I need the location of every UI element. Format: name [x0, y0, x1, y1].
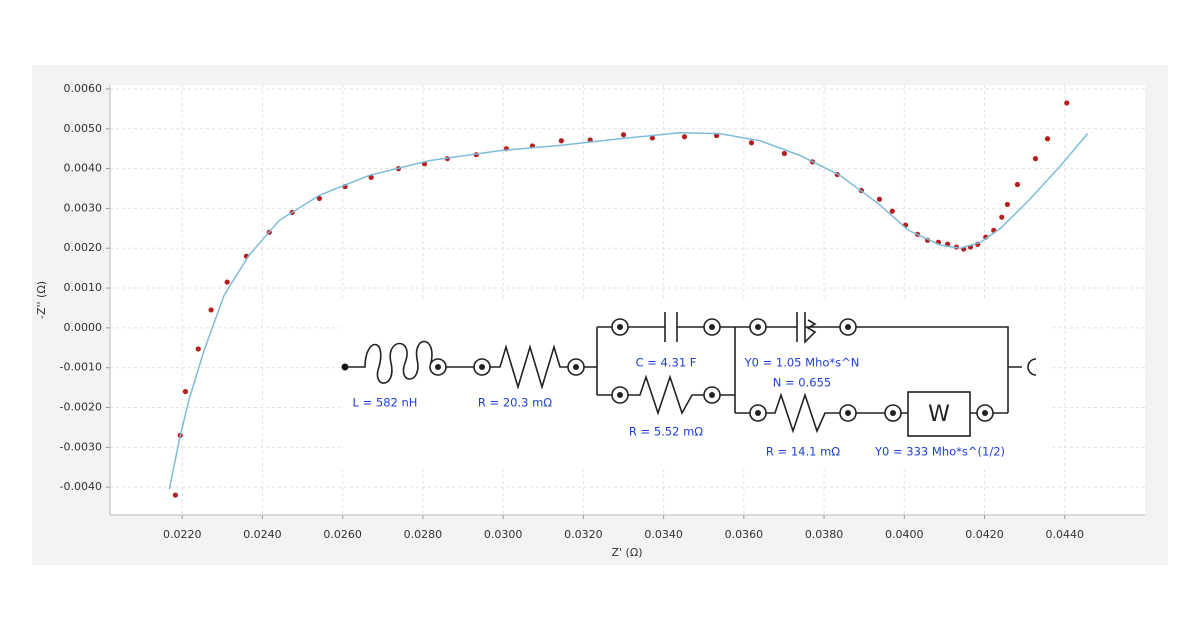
y-tick-label: 0.0060 [64, 82, 103, 95]
data-point [620, 132, 627, 138]
node-dot [890, 410, 896, 416]
data-point [1044, 136, 1051, 142]
data-point [1014, 181, 1021, 188]
node-dot [479, 364, 485, 370]
data-point [172, 492, 178, 498]
x-tick-label: 0.0380 [805, 528, 844, 541]
circuit-label: C = 4.31 F [636, 356, 697, 370]
node-dot [617, 324, 623, 330]
circuit-wires [584, 312, 1037, 434]
x-tick-label: 0.0320 [564, 528, 603, 541]
x-tick-label: 0.0420 [965, 528, 1004, 541]
node-dot [573, 364, 579, 370]
x-tick-label: 0.0400 [885, 528, 924, 541]
x-tick-label: 0.0440 [1046, 528, 1085, 541]
data-point [999, 214, 1005, 220]
data-point [1004, 201, 1011, 208]
warburg-box [907, 391, 971, 437]
node-dot [435, 364, 441, 370]
data-point [781, 150, 787, 157]
data-point [1032, 156, 1039, 162]
y-tick-label: -0.0040 [60, 480, 102, 493]
y-tick-label: -0.0020 [60, 401, 102, 414]
data-point [1064, 100, 1070, 106]
y-tick-label: 0.0050 [64, 122, 103, 135]
y-tick-label: 0.0020 [64, 241, 103, 254]
data-point [681, 134, 688, 140]
circuit-diagram: W L = 582 nH R = 20.3 mΩ C = 4.31 F R = … [340, 300, 1050, 470]
node-dot [755, 410, 761, 416]
data-point [182, 388, 189, 395]
warburg-symbol: W [928, 402, 950, 427]
nodes [429, 318, 994, 422]
circuit-label: R = 5.52 mΩ [629, 425, 703, 439]
data-point [208, 307, 214, 313]
y-tick-label: -0.0030 [60, 440, 102, 453]
x-tick-label: 0.0360 [725, 528, 764, 541]
y-tick-label: -0.0010 [60, 361, 102, 374]
fit-line [168, 132, 1089, 490]
circuit-background [340, 300, 1050, 470]
data-point [558, 138, 564, 144]
x-axis-label: Z' (Ω) [611, 546, 642, 559]
data-point [876, 196, 883, 202]
node-dot [755, 324, 761, 330]
inductor [345, 340, 433, 384]
circuit-label: R = 20.3 mΩ [478, 396, 552, 410]
x-tick-label: 0.0260 [323, 528, 362, 541]
y-axis-label: -Z'' (Ω) [35, 281, 48, 319]
circuit-label: L = 582 nH [353, 396, 418, 410]
y-tick-label: 0.0040 [64, 162, 103, 175]
data-point [224, 279, 230, 285]
y-tick-label: 0.0000 [64, 321, 103, 334]
resistor [446, 344, 568, 390]
data-point [368, 174, 374, 180]
node-dot [709, 392, 715, 398]
x-tick-label: 0.0300 [484, 528, 523, 541]
node-dot [709, 324, 715, 330]
data-layer [168, 100, 1089, 498]
circuit-label: Y0 = 1.05 Mho*s^N [744, 356, 860, 370]
x-tick-label: 0.0280 [404, 528, 443, 541]
data-point [889, 208, 895, 214]
data-point [649, 135, 655, 141]
x-tick-label: 0.0220 [163, 528, 202, 541]
node-dot [617, 392, 623, 398]
data-point [316, 195, 323, 202]
node-dot [982, 410, 988, 416]
y-tick-label: 0.0030 [64, 201, 103, 214]
node-dot [845, 324, 851, 330]
x-tick-label: 0.0240 [243, 528, 282, 541]
node-dot [845, 410, 851, 416]
circuit-label: N = 0.655 [773, 376, 831, 390]
x-tick-label: 0.0340 [644, 528, 683, 541]
data-point [748, 140, 755, 146]
circuit-label: R = 14.1 mΩ [766, 445, 840, 459]
data-point [195, 346, 201, 352]
y-tick-label: 0.0010 [64, 281, 103, 294]
circuit-label: Y0 = 333 Mho*s^(1/2) [874, 445, 1005, 459]
